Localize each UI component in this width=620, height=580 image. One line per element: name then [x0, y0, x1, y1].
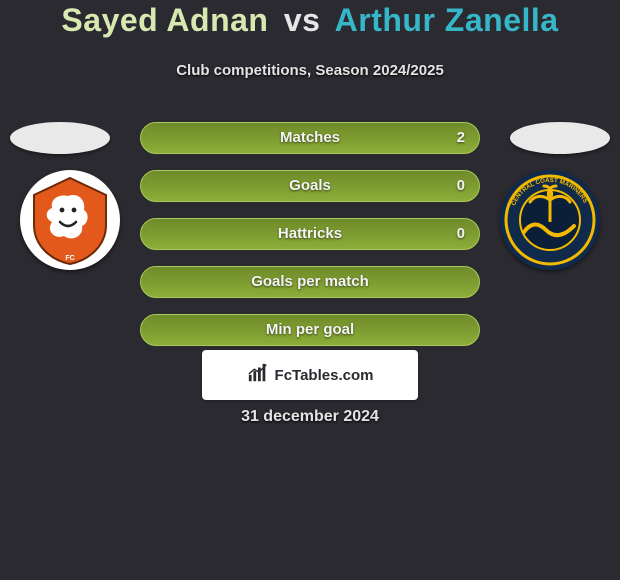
stat-row-goals: Goals 0 [140, 170, 480, 202]
bar-chart-icon [247, 362, 269, 389]
stat-label: Min per goal [141, 315, 479, 345]
stat-row-min-per-goal: Min per goal [140, 314, 480, 346]
branding-label: FcTables.com [275, 367, 374, 384]
svg-text:FC: FC [65, 255, 74, 262]
stat-label: Hattricks [141, 219, 479, 249]
player1-avatar-placeholder [10, 122, 110, 154]
player1-club-crest: FC [20, 170, 120, 270]
player1-name: Sayed Adnan [61, 2, 268, 38]
page-title: Sayed Adnan vs Arthur Zanella [0, 2, 620, 39]
stat-row-goals-per-match: Goals per match [140, 266, 480, 298]
branding-badge[interactable]: FcTables.com [202, 350, 418, 400]
stat-label: Goals [141, 171, 479, 201]
player2-club-crest: CENTRAL COAST MARINERS [500, 170, 600, 270]
comparison-card: Sayed Adnan vs Arthur Zanella Club compe… [0, 0, 620, 580]
stat-label: Matches [141, 123, 479, 153]
stat-value: 2 [457, 123, 465, 153]
stat-row-hattricks: Hattricks 0 [140, 218, 480, 250]
stats-list: Matches 2 Goals 0 Hattricks 0 Goals per … [140, 122, 480, 362]
player2-name: Arthur Zanella [335, 2, 559, 38]
stat-row-matches: Matches 2 [140, 122, 480, 154]
stat-value: 0 [457, 171, 465, 201]
stat-value: 0 [457, 219, 465, 249]
player2-avatar-placeholder [510, 122, 610, 154]
vs-separator: vs [284, 2, 321, 38]
stat-label: Goals per match [141, 267, 479, 297]
snapshot-date: 31 december 2024 [0, 408, 620, 426]
subtitle: Club competitions, Season 2024/2025 [0, 62, 620, 79]
